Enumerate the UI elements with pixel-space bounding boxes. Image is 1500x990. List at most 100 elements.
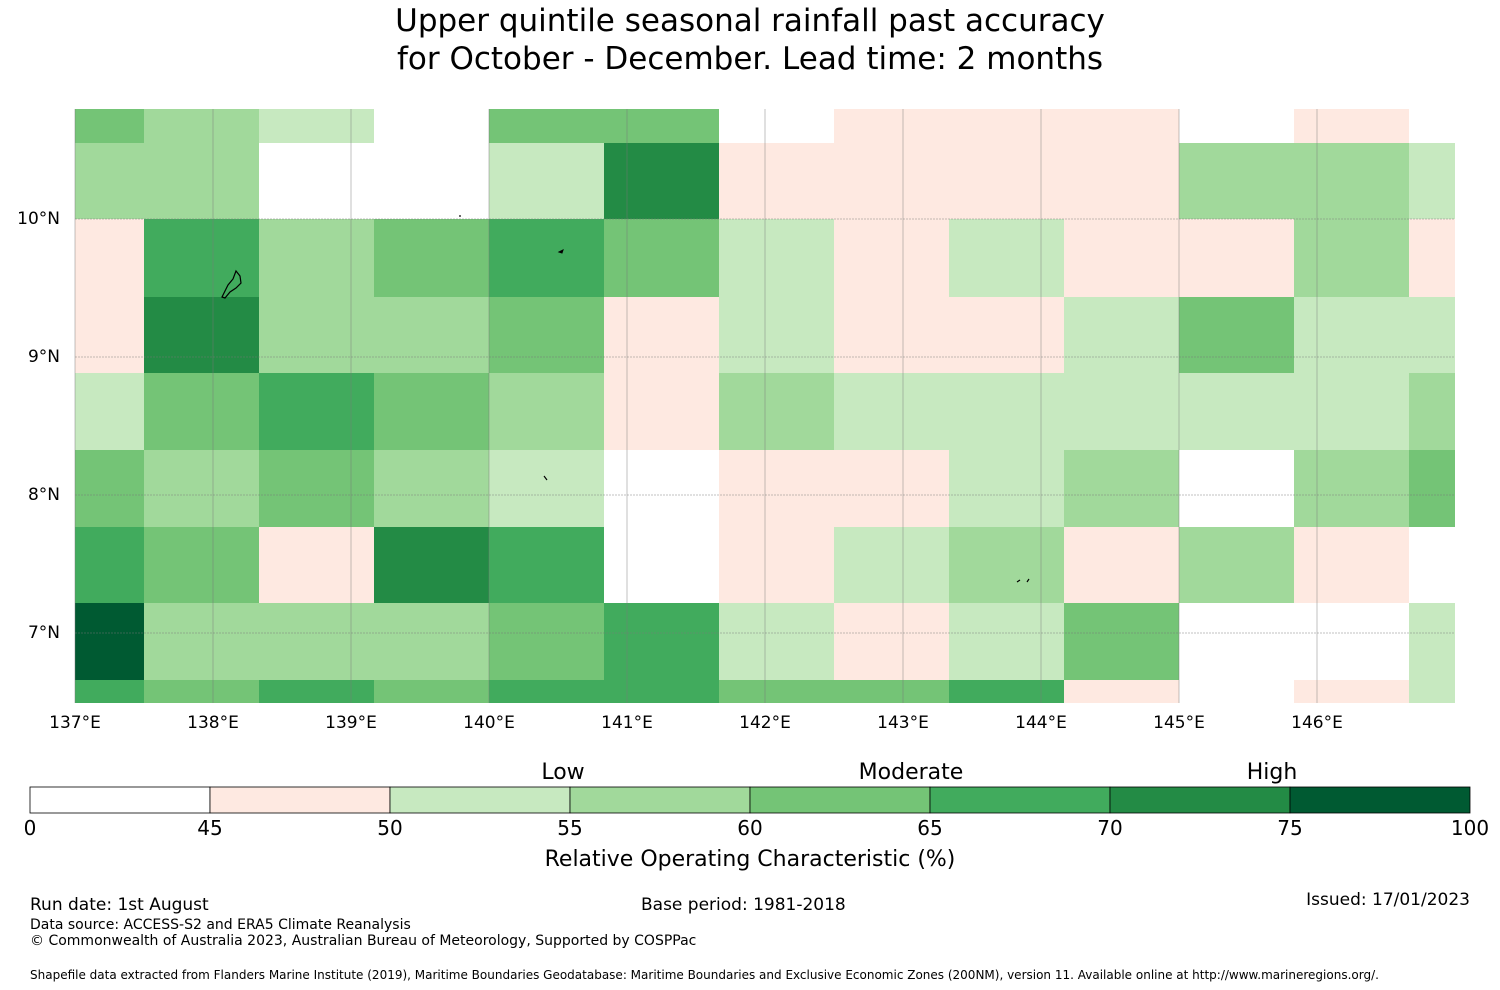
colorbar-category-high: High bbox=[1246, 760, 1298, 785]
grid-cell bbox=[834, 450, 949, 527]
longitude-label: 145°E bbox=[1153, 713, 1205, 733]
grid-cell bbox=[1064, 450, 1179, 527]
colorbar-tick-label: 65 bbox=[917, 816, 943, 840]
grid-cell bbox=[1409, 450, 1455, 527]
grid-cell bbox=[75, 373, 144, 450]
grid-cell bbox=[144, 109, 259, 143]
grid-cell bbox=[604, 109, 719, 143]
grid-cell bbox=[1064, 109, 1179, 143]
latitude-label: 9°N bbox=[27, 347, 60, 367]
grid-cell bbox=[1409, 297, 1455, 373]
grid-cell bbox=[719, 143, 834, 219]
base-period: Base period: 1981-2018 bbox=[641, 895, 846, 915]
grid-cell bbox=[489, 297, 604, 373]
grid-cell bbox=[949, 143, 1064, 219]
grid-cell bbox=[1179, 219, 1294, 297]
grid-cell bbox=[949, 527, 1064, 603]
grid-cell bbox=[374, 680, 489, 703]
grid-cell bbox=[1294, 297, 1409, 373]
colorbar-segment bbox=[389, 786, 571, 814]
grid-cell bbox=[1409, 219, 1455, 297]
grid-cell bbox=[374, 450, 489, 527]
grid-cell bbox=[604, 680, 719, 703]
grid-cell bbox=[834, 109, 949, 143]
colorbar-segment bbox=[569, 786, 751, 814]
grid-cell bbox=[374, 373, 489, 450]
colorbar-tick-label: 100 bbox=[1450, 816, 1490, 840]
grid-cell bbox=[259, 219, 374, 297]
grid-cell bbox=[949, 297, 1064, 373]
grid-cell bbox=[75, 143, 144, 219]
grid-cell bbox=[144, 297, 259, 373]
grid-cell bbox=[1179, 297, 1294, 373]
map-title-line1: Upper quintile seasonal rainfall past ac… bbox=[395, 3, 1105, 39]
grid-cell bbox=[75, 297, 144, 373]
grid-cell bbox=[949, 603, 1064, 680]
longitude-label: 144°E bbox=[1015, 713, 1067, 733]
grid-cell bbox=[75, 219, 144, 297]
grid-cell bbox=[489, 527, 604, 603]
grid-cell bbox=[259, 527, 374, 603]
grid-cell bbox=[834, 373, 949, 450]
grid-cell bbox=[75, 527, 144, 603]
grid-cell bbox=[259, 603, 374, 680]
grid-cell bbox=[489, 603, 604, 680]
grid-cell bbox=[1064, 297, 1179, 373]
grid-cell bbox=[1064, 143, 1179, 219]
grid-cell bbox=[489, 109, 604, 143]
island-outline bbox=[459, 215, 461, 217]
grid-cell bbox=[949, 219, 1064, 297]
grid-cell bbox=[604, 527, 719, 603]
island-outline bbox=[221, 269, 242, 299]
grid-cell bbox=[1179, 373, 1294, 450]
grid-cell bbox=[1064, 219, 1179, 297]
grid-cell bbox=[1409, 680, 1455, 703]
grid-cell bbox=[374, 109, 489, 143]
grid-cell bbox=[1179, 109, 1294, 143]
grid-cell bbox=[1294, 527, 1409, 603]
grid-cell bbox=[144, 603, 259, 680]
grid-cell bbox=[75, 450, 144, 527]
grid-cell bbox=[719, 109, 834, 143]
map-title: Upper quintile seasonal rainfall past ac… bbox=[0, 2, 1500, 78]
grid-cell bbox=[719, 527, 834, 603]
longitude-label: 143°E bbox=[877, 713, 929, 733]
grid-cell bbox=[949, 450, 1064, 527]
grid-cell bbox=[259, 297, 374, 373]
grid-cell bbox=[75, 603, 144, 680]
grid-cell bbox=[259, 109, 374, 143]
grid-cell bbox=[719, 450, 834, 527]
longitude-label: 142°E bbox=[739, 713, 791, 733]
grid-cell bbox=[489, 143, 604, 219]
island-outlines bbox=[221, 215, 1030, 583]
grid-cell bbox=[834, 297, 949, 373]
grid-cell bbox=[834, 603, 949, 680]
colorbar-category-low: Low bbox=[541, 760, 585, 785]
grid-cell bbox=[259, 680, 374, 703]
grid-cell bbox=[374, 603, 489, 680]
colorbar-tick-label: 70 bbox=[1097, 816, 1123, 840]
grid-cell bbox=[949, 373, 1064, 450]
grid-cell bbox=[834, 680, 949, 703]
grid-cell bbox=[75, 680, 144, 703]
grid-cell bbox=[719, 680, 834, 703]
latitude-label: 10°N bbox=[17, 209, 60, 229]
map-gridlines bbox=[74, 109, 1455, 703]
grid-cells bbox=[75, 109, 1455, 703]
island-outline bbox=[1016, 578, 1030, 583]
colorbar-tick-label: 50 bbox=[377, 816, 403, 840]
grid-cell bbox=[374, 143, 489, 219]
grid-cell bbox=[834, 143, 949, 219]
grid-cell bbox=[1064, 603, 1179, 680]
colorbar-segment bbox=[1289, 786, 1471, 814]
copyright: © Commonwealth of Australia 2023, Austra… bbox=[30, 933, 697, 949]
colorbar-tick-label: 75 bbox=[1277, 816, 1303, 840]
colorbar-tick-label: 0 bbox=[23, 816, 37, 840]
colorbar-segment bbox=[29, 786, 211, 814]
grid-cell bbox=[144, 450, 259, 527]
grid-cell bbox=[1294, 450, 1409, 527]
grid-cell bbox=[1179, 143, 1294, 219]
grid-cell bbox=[374, 527, 489, 603]
colorbar-tick-label: 60 bbox=[737, 816, 763, 840]
